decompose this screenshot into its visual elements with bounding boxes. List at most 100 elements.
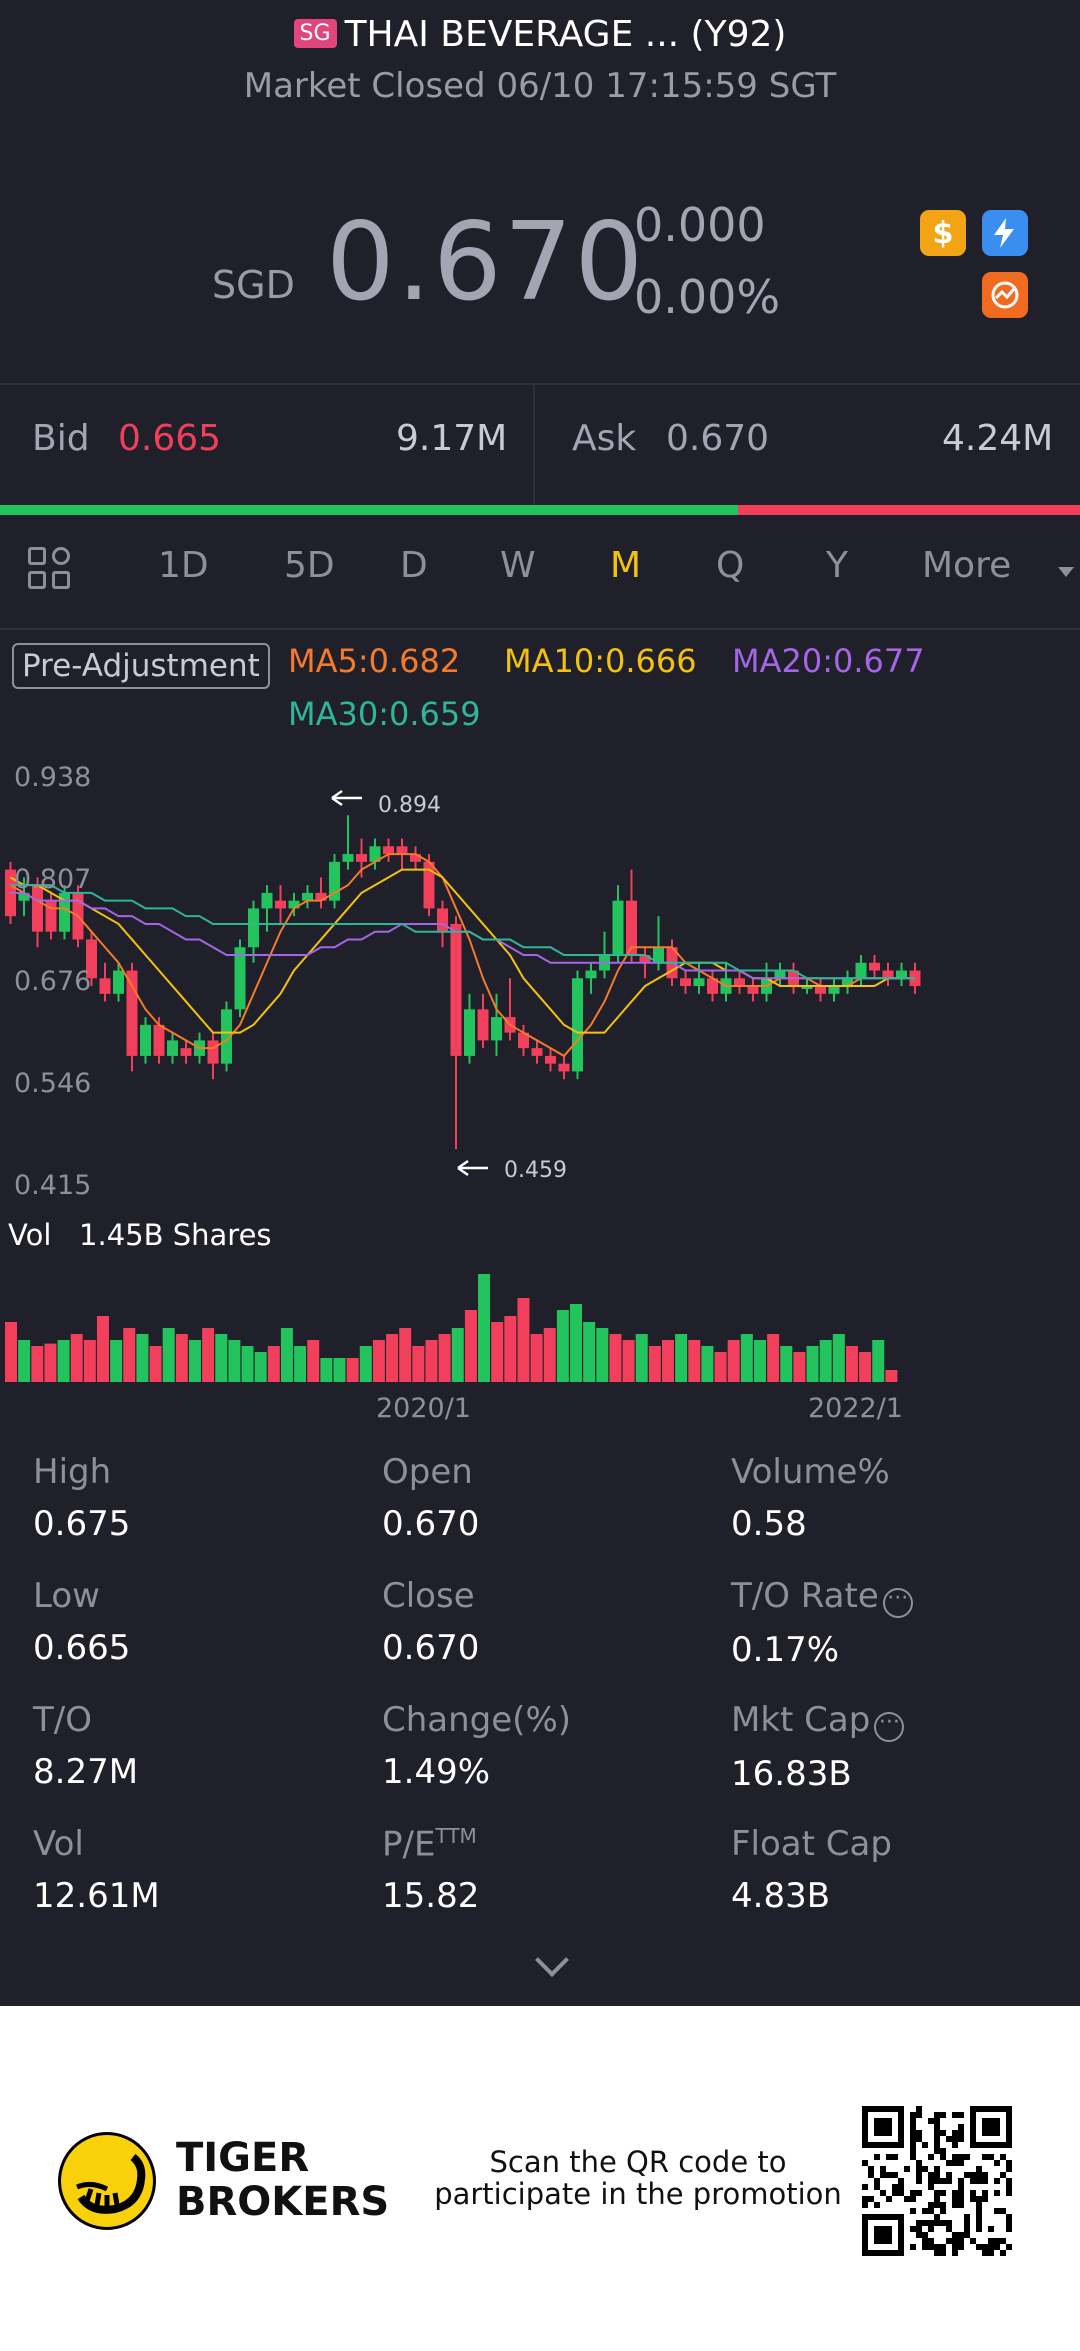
candle-body xyxy=(315,892,327,901)
tab-1d[interactable]: 1D xyxy=(158,545,209,586)
ask-price: 0.670 xyxy=(666,418,770,459)
stat-change-percent: Change(%) 1.49% xyxy=(382,1700,572,1792)
price-change: 0.000 xyxy=(634,198,766,252)
period-tabs: 1D 5D D W M Q Y More xyxy=(0,545,1080,605)
volume-bar xyxy=(70,1334,83,1382)
candle-body xyxy=(32,885,43,932)
volume-bar xyxy=(254,1352,267,1382)
candle-body xyxy=(410,854,421,862)
stat-high: High 0.675 xyxy=(33,1452,131,1544)
volume-bar xyxy=(372,1340,385,1382)
candle-body xyxy=(747,986,759,994)
volume-bar xyxy=(662,1340,674,1382)
tab-q[interactable]: Q xyxy=(716,545,745,586)
dollar-icon[interactable]: $ xyxy=(920,210,966,256)
volume-bar xyxy=(188,1340,201,1382)
more-info-icon[interactable]: ··· xyxy=(882,1588,913,1618)
candle-body xyxy=(869,962,880,971)
promo-footer: TIGER BROKERS Scan the QR code to particip… xyxy=(0,2006,1080,2351)
volume-bar xyxy=(688,1340,701,1382)
candle-body xyxy=(275,900,286,909)
y-tick-label: 0.676 xyxy=(14,966,92,997)
expand-chevron-icon[interactable] xyxy=(535,1943,569,1977)
candle-body xyxy=(234,947,246,1010)
volume-bar xyxy=(386,1334,399,1382)
last-price: 0.670 xyxy=(326,200,646,325)
volume-bar xyxy=(294,1346,307,1382)
candle-body xyxy=(437,908,448,932)
price-chart[interactable]: 0.894 0.459 xyxy=(0,740,1080,1390)
bid-ratio-bar xyxy=(0,505,738,515)
stat-market-cap: Mkt Cap ··· 16.83B xyxy=(731,1700,1061,1794)
tab-m[interactable]: M xyxy=(610,545,642,586)
volume-bar xyxy=(215,1334,228,1382)
volume-bar xyxy=(399,1328,412,1382)
currency-label: SGD xyxy=(212,263,295,307)
price-change-percent: 0.00% xyxy=(634,270,781,324)
stat-volume: Vol 12.61M xyxy=(33,1824,160,1916)
candle-body xyxy=(585,970,597,979)
volume-bar xyxy=(570,1304,583,1382)
volume-bar xyxy=(267,1346,280,1382)
stat-pe-ttm: P/ETTM 15.82 xyxy=(382,1824,480,1917)
volume-bar xyxy=(530,1334,543,1382)
volume-bar xyxy=(885,1370,898,1382)
candle-body xyxy=(882,970,894,979)
candle-body xyxy=(612,900,624,955)
orange-badge-icon[interactable] xyxy=(982,272,1028,318)
ask-label: Ask xyxy=(572,418,637,459)
divider xyxy=(0,628,1080,630)
grid-icon[interactable] xyxy=(28,547,72,591)
promo-text: Scan the QR code to participate in the pr… xyxy=(434,2145,842,2211)
tab-d[interactable]: D xyxy=(400,545,428,586)
quote-header: SG THAI BEVERAGE ... (Y92) Market Closed … xyxy=(0,0,1080,385)
candle-body xyxy=(45,900,57,932)
candle-body xyxy=(356,854,367,862)
more-info-icon[interactable]: ··· xyxy=(874,1712,905,1742)
candle-body xyxy=(180,1048,192,1056)
candle-body xyxy=(855,962,867,979)
volume-bar xyxy=(31,1346,44,1382)
volume-bar xyxy=(740,1334,753,1382)
volume-bar xyxy=(464,1310,477,1382)
volume-bar xyxy=(412,1346,425,1382)
candle-body xyxy=(626,900,637,955)
volume-bar xyxy=(491,1322,504,1382)
volume-bar xyxy=(819,1340,832,1382)
bid-label: Bid xyxy=(32,418,90,459)
candle-body xyxy=(707,978,718,994)
candle-body xyxy=(558,1063,570,1072)
volume-bar xyxy=(425,1340,438,1382)
volume-bar xyxy=(96,1316,109,1382)
tab-w[interactable]: W xyxy=(500,545,536,586)
stat-turnover: T/O 8.27M xyxy=(33,1700,139,1792)
candle-body xyxy=(828,986,840,994)
candle-body xyxy=(450,923,462,1056)
tab-y[interactable]: Y xyxy=(826,545,848,586)
candle-body xyxy=(693,978,705,987)
tab-more[interactable]: More xyxy=(922,545,1012,586)
volume-bar xyxy=(451,1328,464,1382)
stock-title[interactable]: SG THAI BEVERAGE ... (Y92) xyxy=(0,14,1080,55)
ma20-label: MA20:0.677 xyxy=(732,642,925,680)
volume-label: Vol 1.45B Shares xyxy=(8,1218,272,1252)
candle-body xyxy=(207,1040,219,1064)
volume-bar xyxy=(162,1328,175,1382)
chevron-down-icon[interactable] xyxy=(1058,567,1074,577)
ma10-label: MA10:0.666 xyxy=(504,642,697,680)
volume-bar xyxy=(622,1340,635,1382)
candle-body xyxy=(639,954,651,963)
brand-name: TIGER BROKERS xyxy=(176,2135,390,2225)
qr-code[interactable] xyxy=(862,2106,1012,2256)
flash-icon[interactable] xyxy=(982,210,1028,256)
volume-bar xyxy=(556,1310,569,1382)
tab-5d[interactable]: 5D xyxy=(284,545,335,586)
volume-bar xyxy=(701,1346,714,1382)
pre-adjustment-button[interactable]: Pre-Adjustment xyxy=(12,643,270,689)
candle-body xyxy=(531,1048,543,1056)
candle-body xyxy=(680,978,691,987)
volume-bar xyxy=(228,1340,241,1382)
volume-bar xyxy=(596,1328,609,1382)
divider xyxy=(0,383,1080,385)
candle-body xyxy=(774,970,786,979)
